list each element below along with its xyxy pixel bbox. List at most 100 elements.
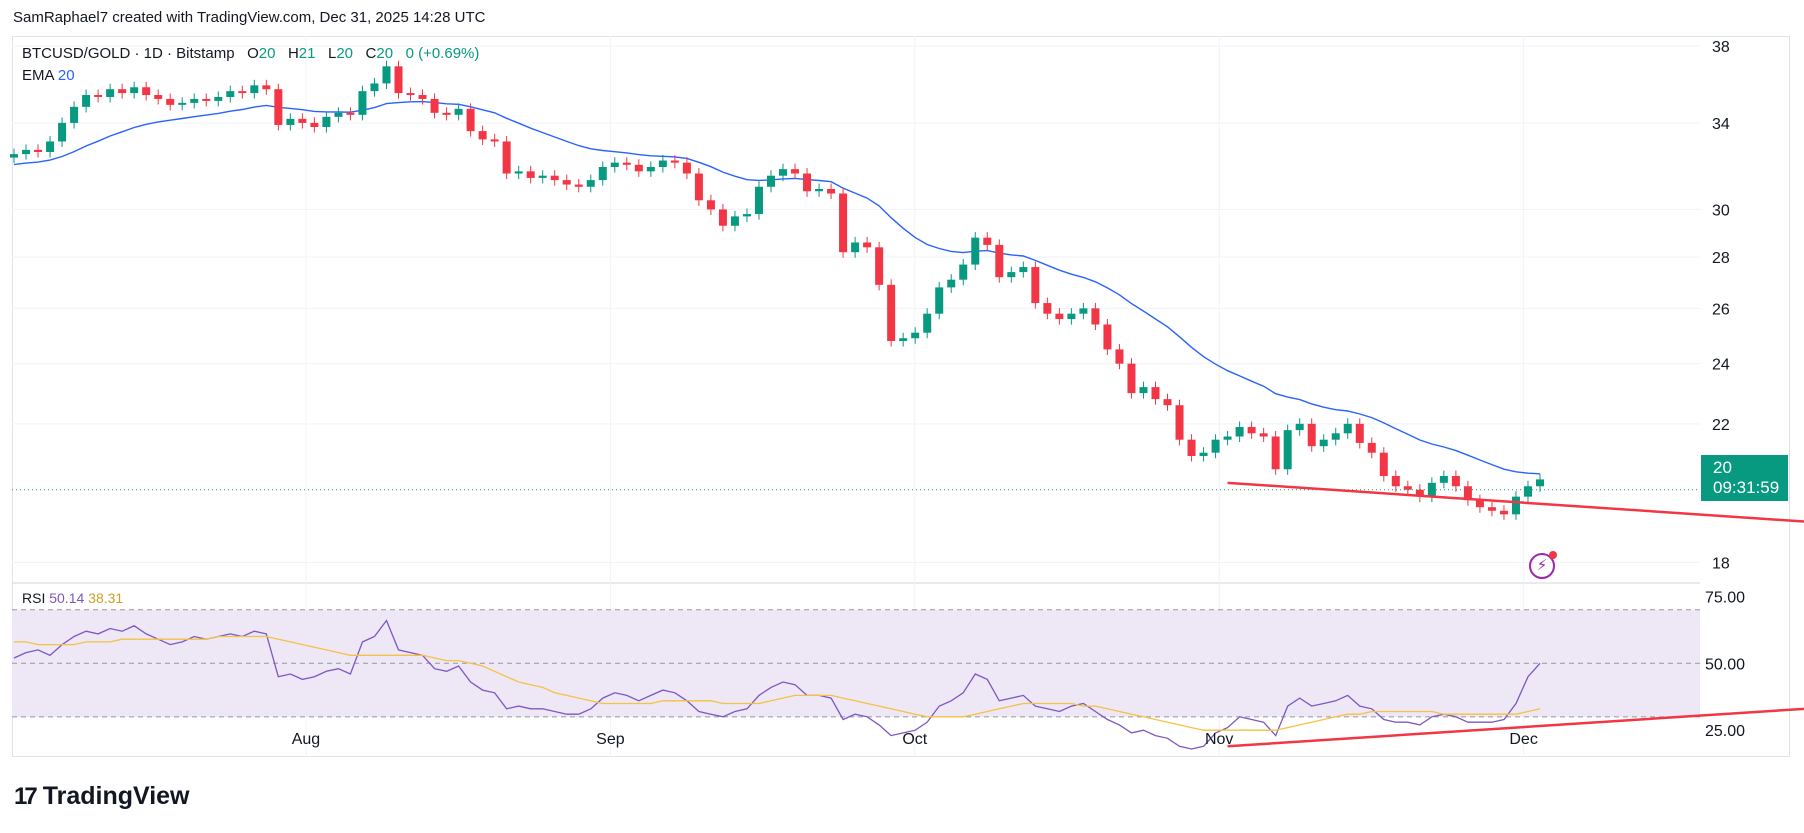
candle-body — [190, 98, 199, 103]
time-tick-label: Oct — [902, 731, 927, 748]
candle-body — [694, 173, 703, 201]
price-legend: BTCUSD/GOLD · 1D · Bitstamp O20 H21 L20 … — [22, 43, 479, 87]
candle-body — [995, 244, 1004, 278]
candle-body — [10, 154, 18, 158]
candle-body — [406, 93, 415, 96]
price-trendline — [1227, 481, 1804, 523]
candle-body — [310, 122, 319, 127]
candle-body — [1271, 436, 1280, 470]
bolt-icon[interactable]: ⚡ — [1529, 551, 1557, 579]
candle-body — [658, 160, 667, 167]
candle-body — [1536, 479, 1544, 487]
last-price-value: 20 — [1713, 458, 1732, 477]
rsi-tick-label: 75.00 — [1705, 589, 1745, 606]
candle-body — [394, 66, 403, 94]
candle-body — [1475, 500, 1484, 508]
candle-body — [827, 189, 836, 194]
candle-body — [598, 166, 607, 181]
last-price-badge: 20 09:31:59 — [1701, 455, 1788, 501]
candle-body — [646, 166, 655, 172]
candle-body — [334, 112, 343, 117]
candle-body — [706, 200, 715, 210]
candle-body — [490, 139, 499, 142]
candle-body — [58, 122, 67, 142]
rsi-tick-label: 50.00 — [1705, 656, 1745, 673]
candle-body — [106, 89, 115, 97]
candle-body — [1019, 267, 1028, 273]
candle-body — [815, 189, 824, 192]
candle-body — [1115, 349, 1124, 364]
candle-body — [839, 193, 848, 253]
candle-body — [94, 95, 103, 97]
candle-body — [1151, 387, 1160, 400]
candle-body — [250, 85, 259, 94]
candle-body — [502, 141, 511, 174]
candle-body — [214, 96, 223, 101]
tradingview-logo-icon: 17 — [14, 782, 38, 810]
low-label: L — [327, 45, 337, 62]
candle-body — [154, 95, 163, 99]
candle-body — [586, 180, 595, 187]
symbol-label[interactable]: BTCUSD/GOLD · 1D · Bitstamp — [22, 45, 235, 62]
price-tick-label: 18 — [1712, 556, 1730, 573]
change-value: 0 (+0.69%) — [405, 45, 480, 62]
candle-body — [754, 186, 763, 215]
candle-body — [262, 85, 271, 90]
candle-body — [947, 279, 956, 288]
candle-body — [1307, 423, 1316, 447]
candle-body — [370, 83, 379, 92]
candle-body — [526, 171, 535, 178]
chart-credit: SamRaphael7 created with TradingView.com… — [13, 9, 486, 26]
candle-body — [911, 332, 920, 339]
candle-body — [670, 160, 679, 163]
candle-body — [454, 108, 463, 115]
candle-body — [779, 169, 788, 176]
chart-frame[interactable] — [12, 36, 1790, 757]
candle-body — [226, 91, 235, 97]
candle-body — [610, 162, 619, 167]
tradingview-logo[interactable]: 17 TradingView — [14, 782, 190, 811]
rsi-trendline — [1227, 707, 1804, 748]
candle-body — [1403, 486, 1412, 490]
candle-body — [142, 87, 151, 96]
candle-body — [442, 112, 451, 115]
candle-body — [346, 112, 355, 115]
rsi-ma-value: 38.31 — [88, 590, 124, 606]
candle-body — [1139, 387, 1148, 394]
price-tick-label: 22 — [1712, 417, 1730, 434]
price-tick-label: 34 — [1712, 116, 1730, 133]
candle-body — [1031, 267, 1040, 304]
candle-body — [1415, 489, 1424, 497]
price-tick-label: 26 — [1712, 301, 1730, 318]
candle-body — [118, 89, 127, 94]
candle-body — [923, 313, 932, 333]
candle-body — [983, 237, 992, 245]
candle-body — [1499, 510, 1508, 515]
notification-dot — [1549, 551, 1557, 559]
rsi-value: 50.14 — [49, 590, 85, 606]
time-tick-label: Aug — [292, 731, 320, 748]
candle-body — [1067, 313, 1076, 320]
candle-body — [791, 169, 800, 174]
candle-body — [634, 164, 643, 172]
candle-body — [82, 95, 91, 107]
candle-body — [1319, 439, 1328, 447]
ema-label[interactable]: EMA — [22, 67, 54, 84]
price-tick-label: 28 — [1712, 250, 1730, 267]
rsi-legend: RSI 50.14 38.31 — [22, 590, 123, 606]
rsi-ma-line — [14, 635, 1541, 731]
candle-body — [34, 149, 43, 152]
rsi-label[interactable]: RSI — [22, 590, 46, 606]
candle-body — [562, 180, 571, 185]
candle-body — [418, 95, 427, 99]
open-label: O — [247, 45, 259, 62]
open-value: 20 — [258, 45, 276, 62]
time-tick-label: Sep — [596, 731, 625, 748]
candle-body — [1199, 452, 1208, 456]
candle-body — [1391, 476, 1400, 487]
candle-body — [1079, 308, 1088, 314]
candle-body — [466, 108, 475, 132]
candle-body — [718, 209, 727, 226]
candle-body — [1007, 272, 1016, 278]
